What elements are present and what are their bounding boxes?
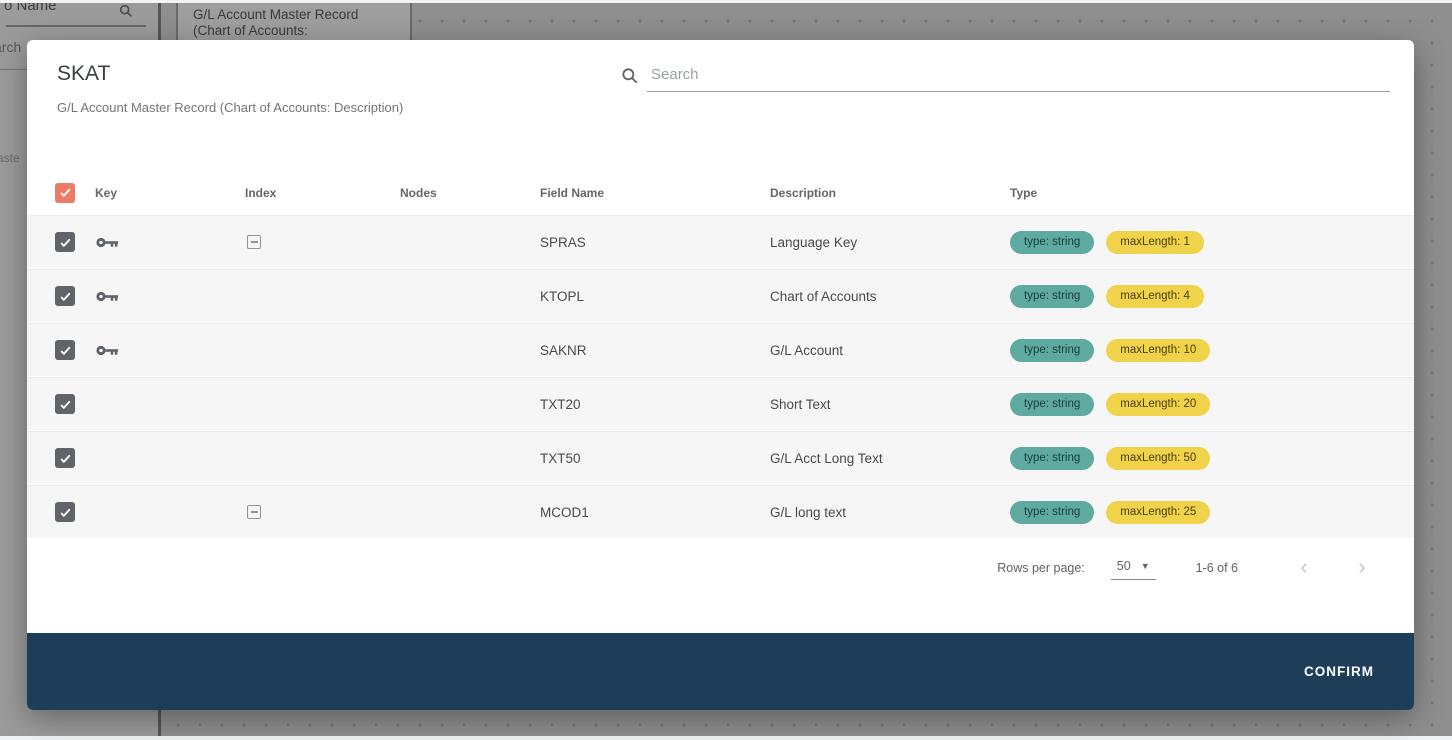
type-badge: type: string (1010, 500, 1095, 524)
type-badge: type: string (1010, 446, 1095, 470)
type-badge: type: string (1010, 284, 1095, 308)
type-cell: type: string maxLength: 50 (1010, 446, 1414, 470)
type-cell: type: string maxLength: 10 (1010, 338, 1414, 362)
row-checkbox[interactable] (55, 340, 75, 360)
field-name-cell: SPRAS (540, 234, 586, 250)
next-page-button[interactable]: › (1358, 554, 1366, 579)
background-field-underline (6, 25, 146, 27)
table-row[interactable]: SPRAS Language Key type: string maxLengt… (27, 215, 1414, 269)
description-cell: Language Key (770, 234, 858, 250)
rows-per-page-value: 50 (1116, 558, 1131, 573)
table-row[interactable]: MCOD1 G/L long text type: string maxLeng… (27, 485, 1414, 539)
index-icon (247, 505, 261, 519)
table-pagination: Rows per page: 50 ▼ 1-6 of 6 ‹ › (27, 540, 1414, 596)
select-all-checkbox[interactable] (55, 182, 75, 203)
rows-per-page-select[interactable]: 50 ▼ (1110, 557, 1156, 580)
field-selection-dialog: SKAT G/L Account Master Record (Chart of… (27, 40, 1414, 710)
maxlength-badge: maxLength: 25 (1106, 500, 1211, 524)
table-row[interactable]: TXT50 G/L Acct Long Text type: string ma… (27, 431, 1414, 485)
column-header-description: Description (770, 185, 837, 200)
background-search-field-fragment: o Name (4, 3, 57, 14)
index-icon (247, 235, 261, 249)
field-name-cell: MCOD1 (540, 504, 589, 520)
column-header-field-name: Field Name (540, 185, 605, 200)
maxlength-badge: maxLength: 50 (1106, 446, 1211, 470)
row-checkbox[interactable] (55, 448, 75, 468)
field-name-cell: TXT20 (540, 396, 581, 412)
maxlength-badge: maxLength: 20 (1106, 392, 1211, 416)
search-icon (620, 66, 640, 91)
column-header-type: Type (1010, 185, 1038, 200)
field-name-cell: SAKNR (540, 342, 587, 358)
dialog-title: SKAT (57, 62, 111, 85)
confirm-button[interactable]: CONFIRM (1290, 654, 1388, 689)
pagination-range-label: 1-6 of 6 (1195, 561, 1238, 575)
table-row[interactable]: KTOPL Chart of Accounts type: string max… (27, 269, 1414, 323)
description-cell: Short Text (770, 396, 831, 412)
rows-per-page-label: Rows per page: (997, 561, 1085, 575)
column-header-index: Index (245, 185, 277, 200)
dialog-subtitle: G/L Account Master Record (Chart of Acco… (57, 100, 404, 115)
key-icon (95, 343, 245, 358)
description-cell: G/L Account (770, 342, 844, 358)
table-body: SPRAS Language Key type: string maxLengt… (27, 215, 1414, 539)
search-input[interactable] (647, 62, 1390, 92)
description-cell: Chart of Accounts (770, 288, 877, 304)
table-row[interactable]: TXT20 Short Text type: string maxLength:… (27, 377, 1414, 431)
type-badge: type: string (1010, 230, 1095, 254)
field-name-cell: TXT50 (540, 450, 581, 466)
key-icon (95, 289, 245, 304)
table-row[interactable]: SAKNR G/L Account type: string maxLength… (27, 323, 1414, 377)
column-header-key: Key (95, 185, 118, 200)
maxlength-badge: maxLength: 4 (1106, 284, 1204, 308)
search-field (620, 62, 1390, 92)
type-badge: type: string (1010, 338, 1095, 362)
maxlength-badge: maxLength: 10 (1106, 338, 1211, 362)
background-node-title-line1: G/L Account Master Record (193, 7, 359, 22)
row-checkbox[interactable] (55, 394, 75, 414)
description-cell: G/L Acct Long Text (770, 450, 883, 466)
chevron-down-icon: ▼ (1140, 560, 1150, 571)
search-icon (118, 3, 134, 24)
row-checkbox[interactable] (55, 232, 75, 252)
type-badge: type: string (1010, 392, 1095, 416)
type-cell: type: string maxLength: 25 (1010, 500, 1414, 524)
background-text-fragment-master: aste (0, 151, 20, 165)
field-name-cell: KTOPL (540, 288, 585, 304)
background-node-title-line2: (Chart of Accounts: (193, 23, 308, 38)
column-header-nodes: Nodes (400, 185, 437, 200)
previous-page-button[interactable]: ‹ (1300, 554, 1308, 579)
key-icon (95, 235, 245, 250)
maxlength-badge: maxLength: 1 (1106, 230, 1204, 254)
type-cell: type: string maxLength: 1 (1010, 230, 1414, 254)
row-checkbox[interactable] (55, 286, 75, 306)
description-cell: G/L long text (770, 504, 847, 520)
table-header-row: Key Index Nodes Field Name Description T… (27, 170, 1414, 215)
row-checkbox[interactable] (55, 502, 75, 522)
background-text-fragment-search: arch (0, 39, 22, 55)
dialog-footer: CONFIRM (27, 633, 1414, 710)
type-cell: type: string maxLength: 4 (1010, 284, 1414, 308)
type-cell: type: string maxLength: 20 (1010, 392, 1414, 416)
background-canvas-node: G/L Account Master Record (Chart of Acco… (176, 3, 412, 40)
